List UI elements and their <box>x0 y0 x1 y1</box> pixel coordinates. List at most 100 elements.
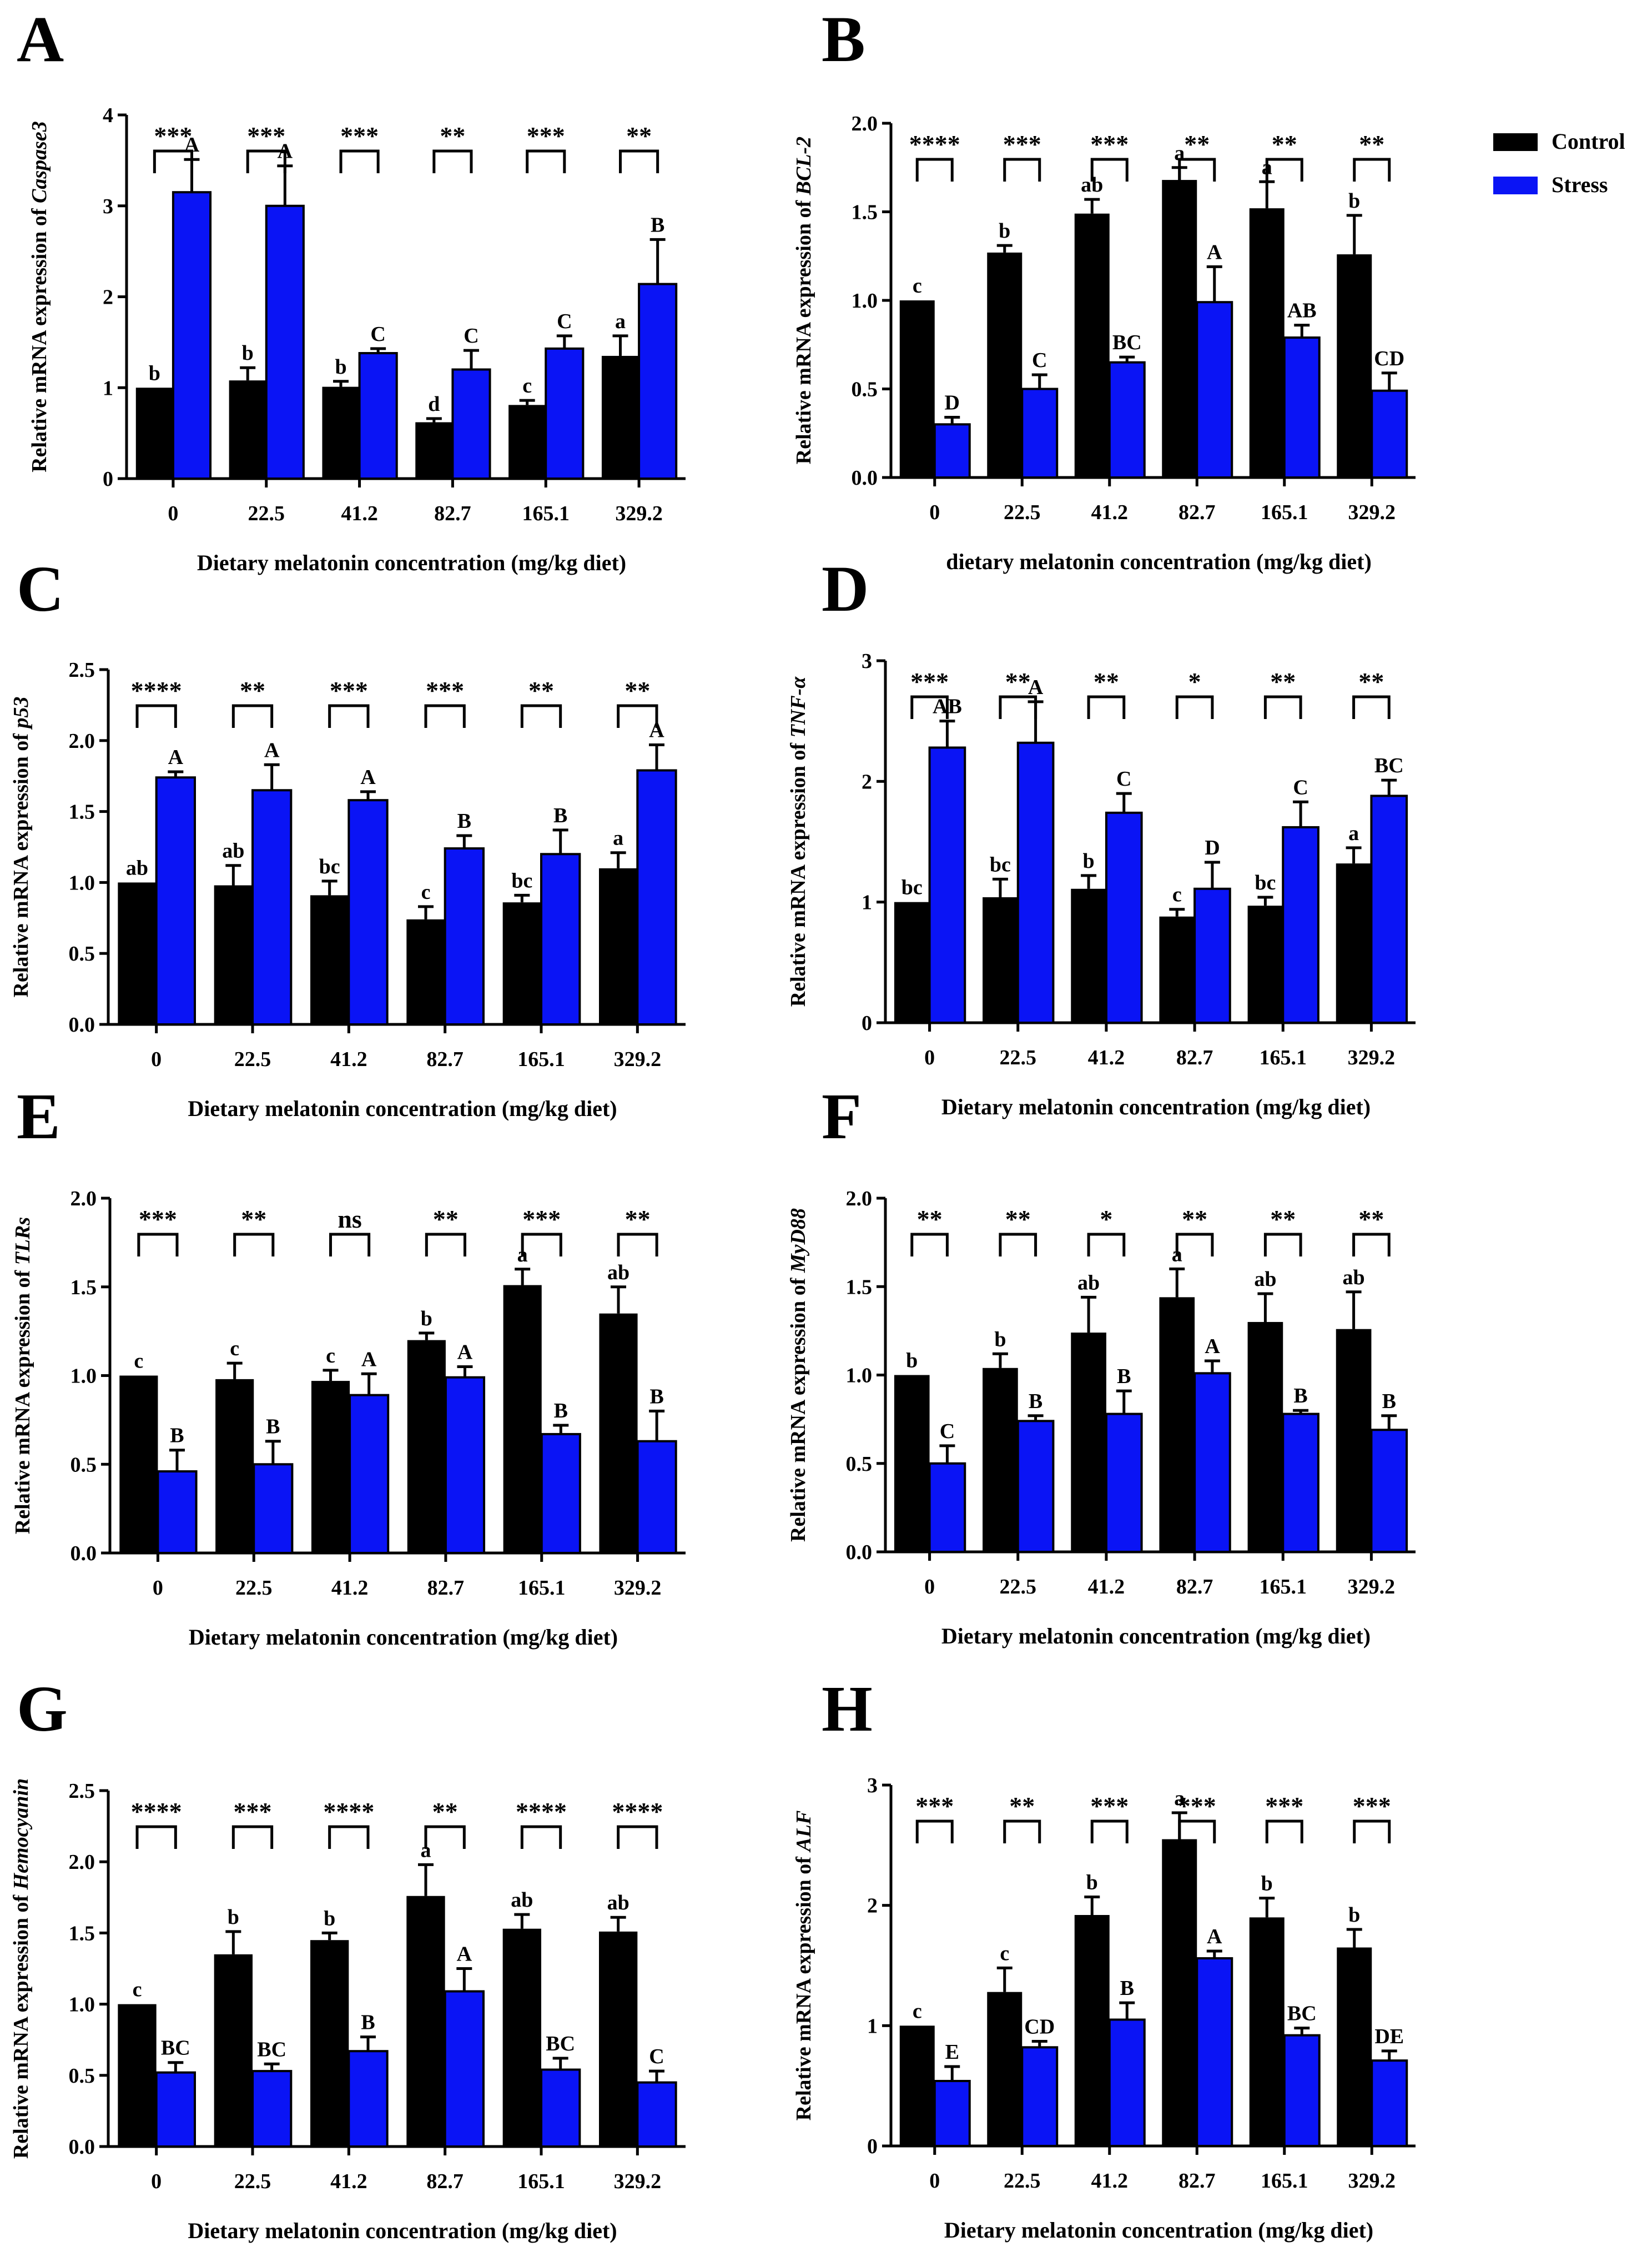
significance-label: ** <box>241 1205 266 1233</box>
x-tick-label: 82.7 <box>427 1576 465 1600</box>
significance-label: ** <box>625 1205 651 1233</box>
y-tick-label: 2.0 <box>69 1851 95 1874</box>
letter-control: c <box>913 274 922 298</box>
significance-label: ns <box>338 1205 361 1233</box>
letter-stress: BC <box>1112 331 1142 354</box>
y-tick-label: 1.5 <box>69 801 95 824</box>
significance-bracket <box>233 1233 275 1256</box>
x-tick-label: 22.5 <box>1000 1046 1037 1069</box>
x-tick-label: 41.2 <box>1088 1046 1125 1069</box>
y-axis-label: Relative mRNA expression of TLRs <box>11 1217 34 1534</box>
significance-bracket <box>619 149 659 173</box>
bar-stress <box>251 2070 293 2148</box>
bar-stress <box>251 789 293 1026</box>
bar-stress <box>638 283 678 480</box>
letter-control: c <box>1000 1942 1009 1965</box>
x-tick-label: 82.7 <box>1176 1575 1213 1599</box>
bar-stress <box>1282 826 1319 1024</box>
bar-control <box>508 405 546 479</box>
panel-b: B 0.0 0.5 1.0 1.5 2.0 Relative mRNA expression… <box>792 3 1416 574</box>
letter-control: ab <box>607 1891 629 1914</box>
panel-letter: G <box>17 1672 68 1745</box>
x-tick-label: 41.2 <box>341 502 378 525</box>
x-tick-label: 329.2 <box>1348 1575 1396 1599</box>
significance-bracket <box>339 149 380 173</box>
y-tick-label: 2 <box>867 1894 878 1918</box>
letter-control: b <box>228 1906 239 1929</box>
x-tick-label: 82.7 <box>1178 2169 1216 2193</box>
panel-letter: E <box>17 1080 61 1153</box>
y-axis-label: Relative mRNA expression of p53 <box>9 697 33 998</box>
significance-bracket <box>1003 158 1041 182</box>
significance-bracket <box>1263 695 1302 719</box>
bar-control <box>1247 906 1283 1023</box>
bar-control <box>118 882 157 1024</box>
significance-bracket <box>617 1825 658 1849</box>
significance-label: *** <box>247 122 285 150</box>
y-axis-label: Relative mRNA expression of BCL-2 <box>792 137 815 464</box>
significance-bracket <box>520 1825 562 1849</box>
bar-control <box>1336 1329 1372 1552</box>
bar-stress <box>636 1440 677 1555</box>
significance-label: ** <box>1005 667 1031 696</box>
letter-stress: B <box>457 810 471 833</box>
x-tick-label: 165.1 <box>1261 2169 1308 2193</box>
x-tick-label: 329.2 <box>1348 501 1396 524</box>
letter-stress: A <box>360 766 376 789</box>
panel-letter: D <box>822 552 869 625</box>
bar-stress <box>1196 301 1233 479</box>
y-tick-label: 0.0 <box>852 466 878 490</box>
letter-control: b <box>1261 1872 1273 1896</box>
bar-control <box>229 380 266 479</box>
x-tick-label: 329.2 <box>615 502 663 525</box>
x-tick-label: 82.7 <box>426 2170 464 2193</box>
y-tick-label: 2.5 <box>69 1780 95 1803</box>
x-tick-label: 82.7 <box>1176 1046 1213 1069</box>
significance-label: *** <box>527 122 565 150</box>
y-tick-label: 1.5 <box>70 1276 97 1299</box>
y-tick-label: 1 <box>862 891 872 914</box>
letter-control: c <box>522 374 532 398</box>
bar-stress <box>545 347 585 480</box>
significance-label: ** <box>1270 667 1296 696</box>
significance-label: *** <box>154 122 192 150</box>
x-tick-label: 165.1 <box>522 502 570 525</box>
bar-stress <box>1282 1413 1319 1554</box>
x-tick-label: 0 <box>168 502 178 525</box>
bar-stress <box>155 2071 196 2148</box>
letter-stress: C <box>649 2045 664 2068</box>
bar-control <box>599 1931 638 2147</box>
significance-bracket <box>1263 1233 1302 1256</box>
y-axis-label: Relative mRNA expression of MyD88 <box>787 1208 810 1542</box>
significance-label: *** <box>1178 1792 1216 1820</box>
letter-stress: A <box>1207 240 1222 264</box>
significance-label: ** <box>432 1797 458 1826</box>
panel-g: G 0.0 0.5 1.0 1.5 2.0 2.5 Relative mRNA express… <box>9 1672 686 2243</box>
significance-label: ** <box>1270 1205 1296 1233</box>
bar-control <box>503 1285 542 1553</box>
x-tick-label: 41.2 <box>331 1576 369 1600</box>
significance-label: *** <box>1003 130 1041 158</box>
bar-control <box>599 868 638 1024</box>
bar-stress <box>1193 1372 1231 1553</box>
x-axis-label: dietary melatonin concentration (mg/kg d… <box>946 549 1372 574</box>
significance-bracket <box>1178 158 1216 182</box>
letter-control: ab <box>1343 1266 1365 1289</box>
significance-label: ** <box>1359 130 1384 158</box>
panel-f: F 0.0 0.5 1.0 1.5 2.0 Relative mRNA expression… <box>787 1080 1416 1648</box>
bar-control <box>894 902 930 1023</box>
letter-control: ab <box>222 840 244 863</box>
significance-label: ** <box>528 676 554 705</box>
bar-stress <box>444 847 485 1026</box>
bar-stress <box>1105 811 1143 1024</box>
letter-stress: C <box>1293 776 1308 799</box>
bar-stress <box>1105 1413 1143 1554</box>
bar-control <box>899 300 935 477</box>
legend-stress-swatch <box>1493 177 1538 194</box>
significance-bracket <box>910 1233 949 1256</box>
letter-stress: C <box>557 310 572 333</box>
y-tick-label: 1.0 <box>852 289 878 313</box>
significance-bracket <box>137 1233 179 1256</box>
significance-label: * <box>1100 1205 1112 1233</box>
letter-control: b <box>1348 189 1360 213</box>
